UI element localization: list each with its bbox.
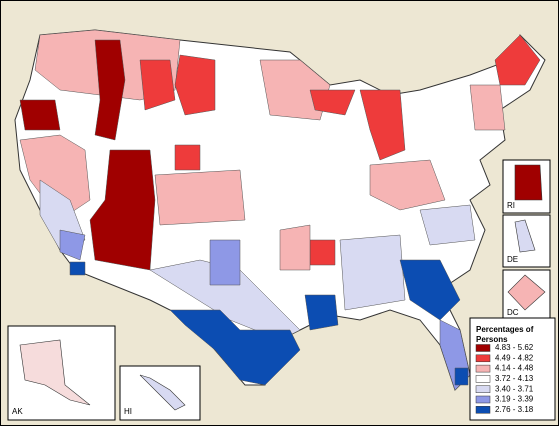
- legend-swatch: [475, 344, 491, 352]
- ri-shape: [514, 164, 543, 201]
- region: [494, 34, 541, 86]
- inset-label: AK: [12, 407, 23, 416]
- hawaii-shape: [139, 374, 186, 411]
- region: [339, 234, 406, 311]
- region: [279, 224, 311, 271]
- region: [309, 239, 336, 266]
- legend-swatch: [475, 354, 491, 363]
- region: [69, 261, 86, 276]
- dc-shape: [507, 274, 546, 311]
- region: [59, 229, 86, 261]
- region: [94, 39, 126, 141]
- region: [359, 89, 406, 161]
- region: [304, 294, 339, 331]
- legend-swatch: [475, 395, 491, 404]
- region: [169, 309, 301, 386]
- legend-label: 3.40 - 3.71: [495, 384, 534, 393]
- region: [419, 204, 476, 246]
- region: [174, 54, 216, 116]
- legend-swatch: [475, 385, 491, 393]
- alaska-shape: [19, 339, 91, 406]
- region: [174, 144, 201, 171]
- region: [89, 149, 156, 271]
- region: [19, 99, 61, 131]
- legend-swatch: [475, 375, 491, 383]
- inset-label: HI: [124, 407, 132, 416]
- legend-label: 4.49 - 4.82: [495, 353, 534, 362]
- legend-label: 3.72 - 4.13: [495, 374, 534, 383]
- de-shape: [514, 219, 536, 253]
- region: [19, 134, 91, 221]
- region: [469, 84, 506, 131]
- legend-title: Percentages of Persons: [476, 325, 534, 344]
- inset-label: RI: [507, 201, 515, 210]
- legend-swatch: [475, 364, 491, 373]
- legend-swatch: [475, 406, 491, 414]
- inset-label: DE: [507, 255, 518, 264]
- legend-label: 2.76 - 3.18: [495, 405, 534, 414]
- region: [399, 259, 461, 321]
- legend-label: 4.83 - 5.62: [495, 343, 534, 352]
- region: [454, 367, 469, 386]
- region: [209, 239, 241, 286]
- region: [154, 169, 246, 226]
- region: [139, 59, 176, 111]
- legend-label: 4.14 - 4.48: [495, 364, 534, 373]
- region: [369, 159, 446, 211]
- inset-label: DC: [507, 308, 519, 317]
- region: [309, 89, 356, 116]
- legend-label: 3.19 - 3.39: [495, 395, 534, 404]
